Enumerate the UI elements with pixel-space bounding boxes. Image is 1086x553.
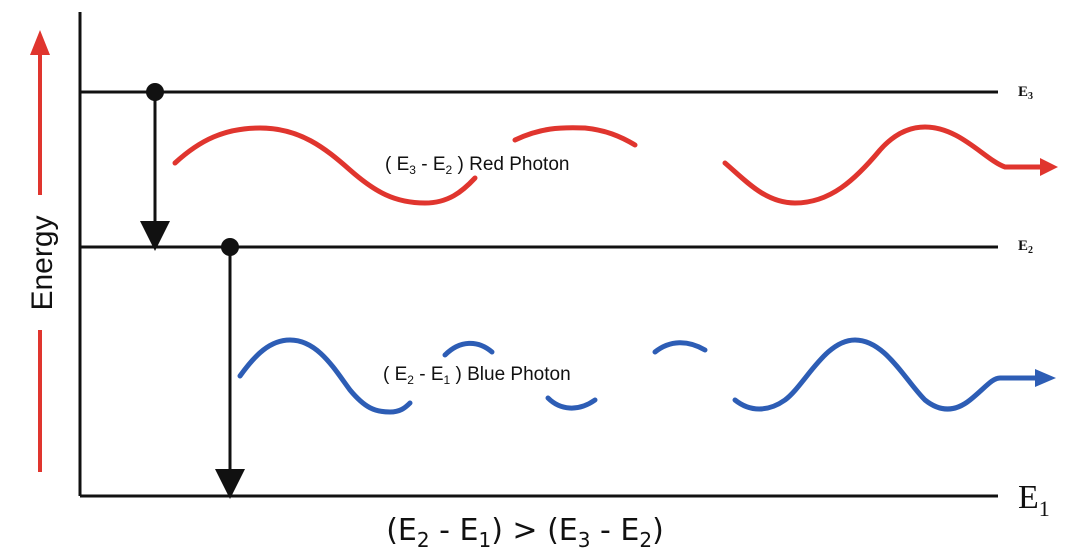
blue-photon-wave-segment [545,395,598,411]
level-e1-label: E1 [1018,479,1050,521]
red-photon-label: ( E3 - E2 ) Red Photon [385,154,569,177]
blue-photon-wave-segment [732,337,1043,412]
energy-arrow [30,30,50,472]
blue-photon-wave [237,337,413,415]
level-e2-label: E2 [1018,238,1033,256]
blue-photon: ( E2 - E1 ) Blue Photon [237,337,1056,415]
blue-photon-wave-segment [442,340,495,358]
level-e3-label: E3 [1018,84,1033,102]
red-photon-wave [172,125,478,206]
red-photon-arrowhead [1040,158,1058,176]
red-photon-wave-segment [722,124,1048,206]
red-photon-wave-segment [512,125,638,148]
energy-arrow-head [30,30,50,55]
energy-axis-label: Energy [26,215,59,310]
blue-photon-arrowhead [1035,369,1056,387]
red-photon: ( E3 - E2 ) Red Photon [172,124,1058,206]
blue-photon-label: ( E2 - E1 ) Blue Photon [383,364,571,387]
energy-inequality-caption: (E2 - E1) > (E3 - E2) [386,513,664,552]
blue-photon-wave-segment [652,340,708,355]
